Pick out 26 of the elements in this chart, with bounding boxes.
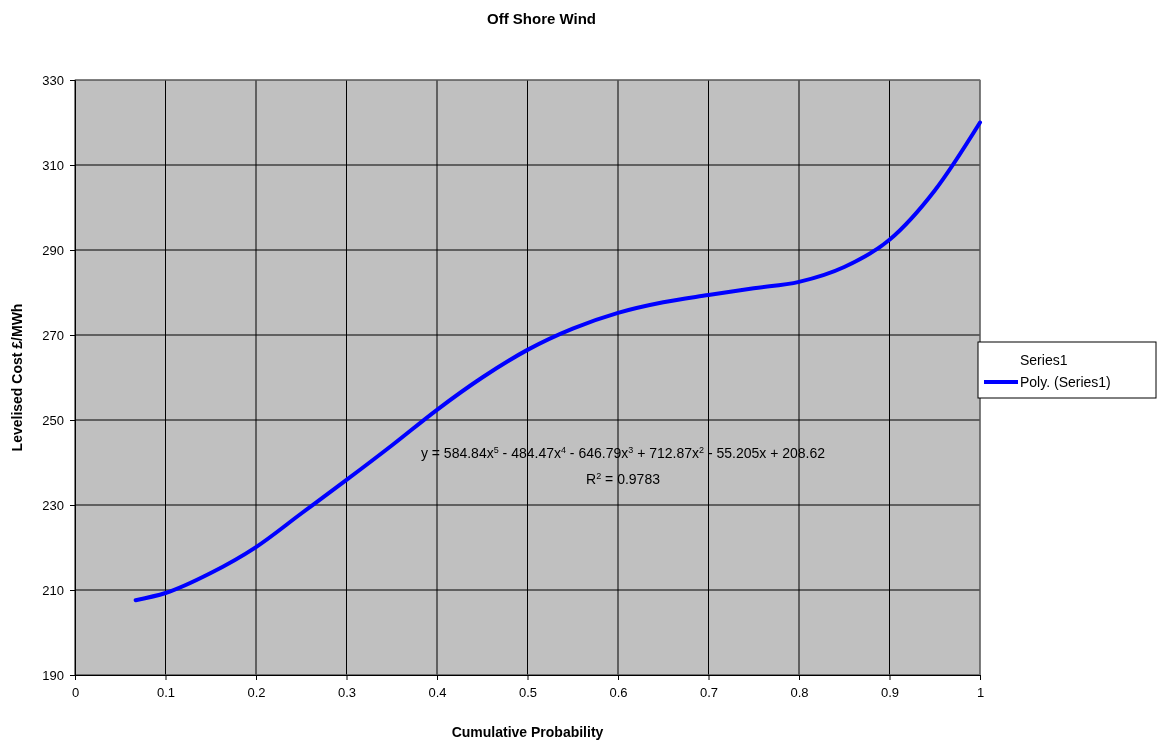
x-tick-label: 0.2	[247, 685, 266, 701]
y-tick-label: 330	[42, 72, 64, 88]
x-tick-label: 0.5	[518, 685, 538, 701]
y-tick-label: 230	[42, 497, 64, 513]
annotation: R$^{2}$ = 0.9783	[586, 471, 661, 487]
y-tick-label: 310	[42, 157, 64, 173]
x-tick-label: 0	[71, 685, 80, 701]
y-tick-label: 290	[42, 242, 64, 258]
x-tick-label: 0.6	[609, 685, 628, 701]
x-tick-label: 1	[976, 685, 985, 701]
x-axis-title: Cumulative Probability	[451, 724, 604, 740]
x-tick-label: 0.9	[880, 685, 900, 701]
x-tick-label: 0.3	[337, 685, 357, 701]
line-series	[133, 120, 982, 603]
legend-label: Poly. (Series1)	[1020, 374, 1111, 390]
x-tick-label: 0.8	[790, 685, 809, 701]
y-tick-label: 250	[42, 412, 64, 428]
x-tick-label: 0.7	[699, 685, 719, 701]
x-tick-label: 0.4	[428, 685, 447, 701]
y-tick-label: 210	[42, 582, 64, 598]
x-tick-label: 0.1	[156, 685, 176, 701]
chart-title: Off Shore Wind	[486, 10, 597, 27]
y-tick-label: 270	[42, 327, 64, 343]
y-tick-label: 190	[42, 667, 64, 683]
y-axis-title: Levelised Cost £/MWh	[9, 303, 25, 452]
text: Series1	[1020, 352, 1068, 368]
